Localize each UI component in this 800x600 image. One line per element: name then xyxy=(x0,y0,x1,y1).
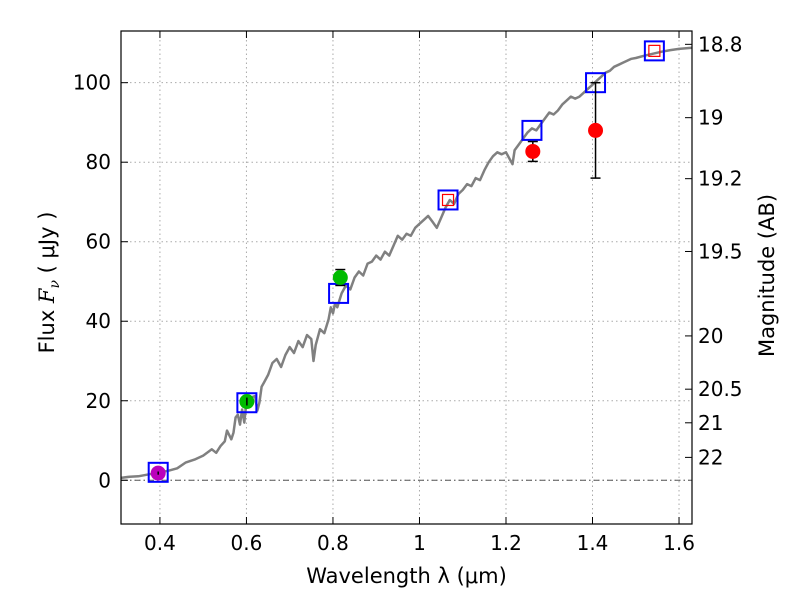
x-tick-label: 1.6 xyxy=(663,531,695,555)
y-axis-title-symbol: F xyxy=(35,287,59,304)
observed-data-point xyxy=(588,122,604,138)
y-tick-label: 100 xyxy=(73,71,111,95)
inner-marker-square xyxy=(648,44,661,57)
x-axis-title: Wavelength λ (μm) xyxy=(306,564,507,588)
mag-tick-label: 19.5 xyxy=(698,239,743,263)
mag-tick-label: 21 xyxy=(698,411,723,435)
y-tick-label: 20 xyxy=(86,389,111,413)
model-photometry-square xyxy=(643,40,665,62)
observed-data-point xyxy=(332,270,348,285)
mag-tick-label: 19.2 xyxy=(698,167,743,191)
axes-frame xyxy=(120,30,693,525)
y-tick-label: 0 xyxy=(98,468,111,492)
x-tick-label: 0.8 xyxy=(317,531,349,555)
grid xyxy=(121,31,692,524)
x-tick-label: 0.6 xyxy=(231,531,263,555)
model-photometry-square xyxy=(521,119,543,141)
mag-tick-label: 20 xyxy=(698,324,723,348)
y-axis-title-subscript: ν xyxy=(47,280,63,289)
x-tick-label: 1.2 xyxy=(490,531,522,555)
model-spectrum-line xyxy=(120,46,693,480)
x-tick-label: 0.4 xyxy=(144,531,176,555)
y-tick-label: 60 xyxy=(86,230,111,254)
inner-marker-square xyxy=(441,193,455,207)
y-tick-label: 80 xyxy=(86,150,111,174)
tick-labels: 0.4 0.6 0.8 1 1.2 1.4 1.6 0 20 40 60 80 100 18.8 19 19.… xyxy=(73,32,743,555)
y-axis-title-prefix: Flux xyxy=(35,303,59,353)
observed-data-point xyxy=(525,143,541,159)
right-axis-title: Magnitude (AB) xyxy=(755,194,779,357)
mag-tick-label: 22 xyxy=(698,445,723,469)
ticks xyxy=(121,31,692,524)
y-tick-label: 40 xyxy=(86,309,111,333)
model-photometry-square xyxy=(437,189,459,211)
plot-area xyxy=(120,40,693,483)
x-tick-label: 1.4 xyxy=(577,531,609,555)
model-photometry-square xyxy=(236,392,258,414)
mag-tick-label: 18.8 xyxy=(698,32,743,56)
mag-tick-label: 20.5 xyxy=(698,377,743,401)
mag-tick-label: 19 xyxy=(698,106,723,130)
x-tick-label: 1 xyxy=(413,531,426,555)
y-axis-title: Flux Fν ( μJy ) xyxy=(35,212,63,354)
y-axis-title-suffix: ( μJy ) xyxy=(35,212,59,280)
model-photometry-square xyxy=(147,461,169,483)
